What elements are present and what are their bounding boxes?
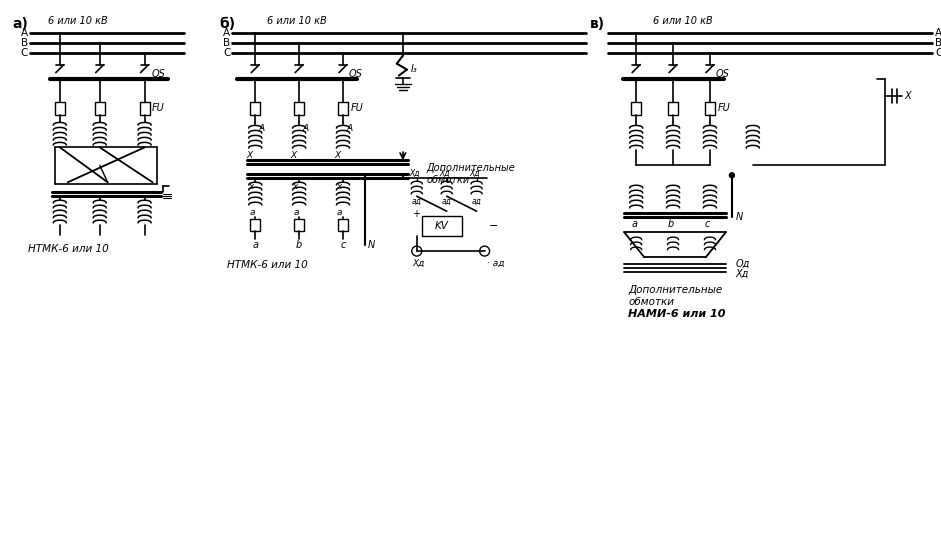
- Text: C: C: [935, 47, 941, 57]
- Text: · aд: · aд: [486, 258, 504, 268]
- Bar: [55, 102, 65, 115]
- Text: aд: aд: [441, 197, 452, 206]
- Bar: [95, 102, 104, 115]
- Text: QS: QS: [152, 68, 166, 78]
- Text: б): б): [219, 17, 235, 31]
- Bar: [139, 102, 150, 115]
- Circle shape: [729, 173, 734, 178]
- Bar: [668, 102, 678, 115]
- Text: Xд: Xд: [736, 269, 749, 279]
- Text: FU: FU: [152, 103, 165, 114]
- Text: A: A: [346, 124, 352, 133]
- Text: X: X: [904, 91, 911, 100]
- Text: 6 или 10 кВ: 6 или 10 кВ: [48, 16, 107, 26]
- Bar: [250, 102, 261, 115]
- Text: b: b: [668, 219, 675, 229]
- Bar: [250, 219, 261, 231]
- Text: X: X: [334, 151, 340, 160]
- Text: FU: FU: [718, 103, 730, 114]
- Text: A: A: [302, 124, 309, 133]
- Text: Хд: Хд: [413, 258, 425, 268]
- Text: x: x: [292, 182, 297, 191]
- Text: 6 или 10 кВ: 6 или 10 кВ: [267, 16, 327, 26]
- Text: Xд: Xд: [410, 169, 421, 178]
- Bar: [295, 219, 304, 231]
- Text: Xд: Xд: [470, 169, 480, 178]
- Text: B: B: [223, 38, 231, 47]
- Text: A: A: [935, 28, 941, 38]
- Text: a: a: [249, 208, 255, 217]
- Text: I₃: I₃: [411, 63, 418, 73]
- Text: aд: aд: [412, 197, 422, 206]
- Bar: [338, 102, 348, 115]
- Text: a: a: [631, 219, 637, 229]
- Text: Xд: Xд: [439, 169, 450, 178]
- Text: A: A: [223, 28, 231, 38]
- Text: +: +: [412, 209, 420, 219]
- Text: N: N: [736, 212, 743, 222]
- Text: а): а): [12, 17, 28, 31]
- Text: НАМИ-6 или 10: НАМИ-6 или 10: [629, 309, 726, 319]
- Text: a: a: [294, 208, 298, 217]
- Text: B: B: [21, 38, 28, 47]
- Bar: [705, 102, 715, 115]
- Text: N: N: [368, 240, 375, 250]
- Text: A: A: [258, 124, 264, 133]
- Text: C: C: [21, 47, 28, 57]
- Text: c: c: [341, 240, 345, 250]
- Text: Oд: Oд: [736, 259, 750, 269]
- Text: KV: KV: [435, 221, 449, 231]
- Text: НТМК-6 или 10: НТМК-6 или 10: [228, 260, 308, 270]
- Text: FU: FU: [351, 103, 364, 114]
- Text: b: b: [296, 240, 302, 250]
- Text: A: A: [21, 28, 28, 38]
- Text: a: a: [337, 208, 343, 217]
- Bar: [422, 216, 462, 236]
- Text: QS: QS: [349, 68, 363, 78]
- Text: −: −: [488, 221, 498, 231]
- Text: X: X: [290, 151, 296, 160]
- Text: НТМК-6 или 10: НТМК-6 или 10: [28, 244, 108, 254]
- Bar: [295, 102, 304, 115]
- Text: Дополнительные: Дополнительные: [427, 163, 516, 173]
- Text: QS: QS: [716, 68, 730, 78]
- Text: c: c: [705, 219, 710, 229]
- Text: C: C: [223, 47, 231, 57]
- Text: обмотки: обмотки: [427, 176, 470, 185]
- Text: Дополнительные: Дополнительные: [629, 285, 723, 295]
- Text: в): в): [590, 17, 605, 31]
- Text: 6 или 10 кВ: 6 или 10 кВ: [653, 16, 713, 26]
- Bar: [631, 102, 641, 115]
- Text: обмотки: обмотки: [629, 297, 674, 307]
- Text: aд: aд: [471, 197, 482, 206]
- Text: B: B: [935, 38, 941, 47]
- Text: X: X: [247, 151, 252, 160]
- Text: x: x: [336, 182, 342, 191]
- Text: x: x: [248, 182, 254, 191]
- Text: a: a: [252, 240, 258, 250]
- Bar: [338, 219, 348, 231]
